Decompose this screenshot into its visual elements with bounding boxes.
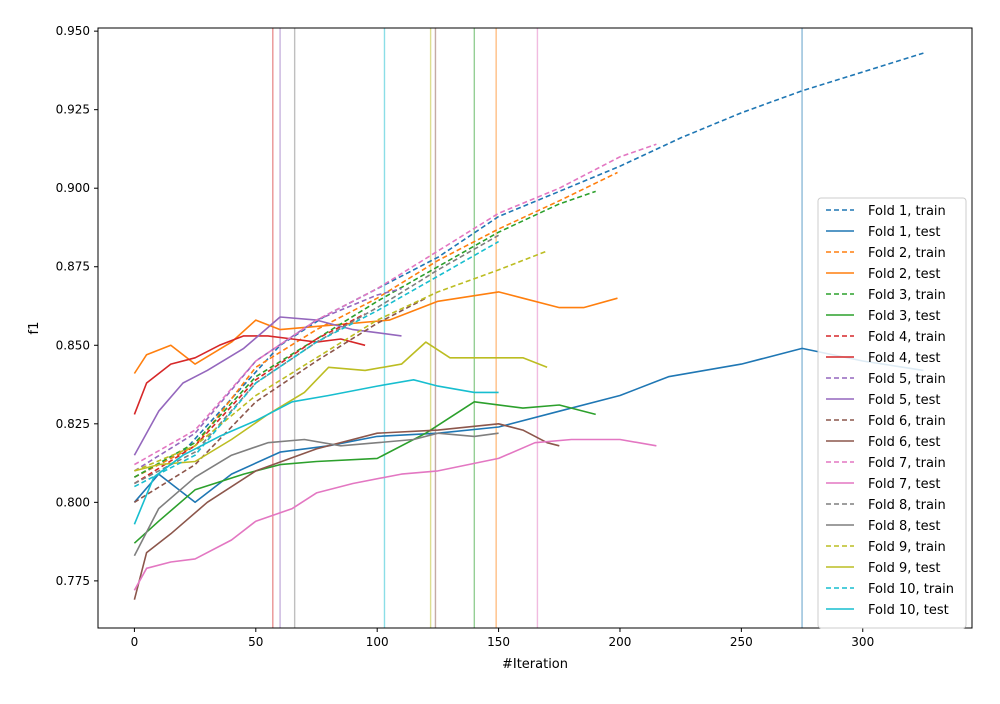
series-line-fold-10-train <box>134 240 499 488</box>
legend-label-10: Fold 5, test <box>868 393 940 408</box>
legend-label-4: Fold 2, test <box>868 267 940 282</box>
x-tick-label-3: 150 <box>487 635 510 649</box>
y-axis-ticks: 0.775 0.800 0.825 0.850 0.875 0.900 0.925 0.950 <box>56 24 98 588</box>
x-axis-label: #Iteration <box>502 657 568 672</box>
legend-label-7: Fold 4, train <box>868 330 946 345</box>
legend-label-1: Fold 1, train <box>868 204 946 219</box>
series-line-fold-3-test <box>133 401 596 544</box>
legend-label-19: Fold 10, train <box>868 582 954 597</box>
legend-label-12: Fold 6, test <box>868 435 940 450</box>
x-tick-label-2: 100 <box>366 635 389 649</box>
legend-label-5: Fold 3, train <box>868 288 946 303</box>
y-tick-label-0: 0.775 <box>56 574 90 588</box>
legend-label-16: Fold 8, test <box>868 519 940 534</box>
x-tick-label-1: 50 <box>248 635 263 649</box>
series-line-fold-6-test <box>133 423 560 600</box>
series-line-fold-1-test <box>133 347 924 504</box>
x-axis-ticks: 0 50 100 150 200 250 300 <box>131 628 874 649</box>
plot-area-frame <box>97 27 973 629</box>
vertical-lines-layer <box>272 28 803 628</box>
series-line-fold-2-train <box>134 171 618 478</box>
series-line-fold-9-test <box>134 341 548 472</box>
series-line-fold-5-train <box>133 287 402 472</box>
legend-box <box>817 197 967 629</box>
legend-label-9: Fold 5, train <box>868 372 946 387</box>
series-line-fold-4-train <box>133 313 366 485</box>
legend-label-2: Fold 1, test <box>868 225 940 240</box>
legend-label-17: Fold 9, train <box>868 540 946 555</box>
x-tick-label-4: 200 <box>609 635 632 649</box>
y-tick-label-1: 0.800 <box>56 495 90 509</box>
x-tick-label-5: 250 <box>730 635 753 649</box>
legend-label-8: Fold 4, test <box>868 351 940 366</box>
legend-label-14: Fold 7, test <box>868 477 940 492</box>
y-tick-label-2: 0.825 <box>56 417 90 431</box>
series-line-fold-3-train <box>134 190 596 478</box>
series-line-fold-7-test <box>133 438 657 591</box>
y-tick-label-5: 0.900 <box>56 181 90 195</box>
x-tick-label-0: 0 <box>131 635 139 649</box>
series-line-fold-7-train <box>134 143 657 466</box>
series-line-fold-8-test <box>133 432 499 557</box>
series-layer <box>133 52 924 600</box>
legend-label-15: Fold 8, train <box>868 498 946 513</box>
y-tick-label-4: 0.875 <box>56 260 90 274</box>
y-tick-label-7: 0.950 <box>56 24 90 38</box>
y-axis-label: f1 <box>27 322 42 335</box>
series-line-fold-6-train <box>133 297 427 503</box>
legend-label-13: Fold 7, train <box>868 456 946 471</box>
x-tick-label-6: 300 <box>851 635 874 649</box>
legend-label-20: Fold 10, test <box>868 603 949 618</box>
series-line-fold-1-train <box>134 52 924 478</box>
y-tick-label-6: 0.925 <box>56 103 90 117</box>
series-line-fold-5-test <box>133 316 402 456</box>
legend-label-3: Fold 2, train <box>868 246 946 261</box>
chart-legend: Fold 1, train Fold 1, test Fold 2, train Fo… <box>817 197 967 629</box>
series-line-fold-10-test <box>133 379 499 525</box>
y-tick-label-3: 0.850 <box>56 338 90 352</box>
legend-label-6: Fold 3, test <box>868 309 940 324</box>
series-line-fold-9-train <box>134 250 548 472</box>
legend-label-11: Fold 6, train <box>868 414 946 429</box>
series-line-fold-4-test <box>133 335 366 415</box>
legend-label-18: Fold 9, test <box>868 561 940 576</box>
